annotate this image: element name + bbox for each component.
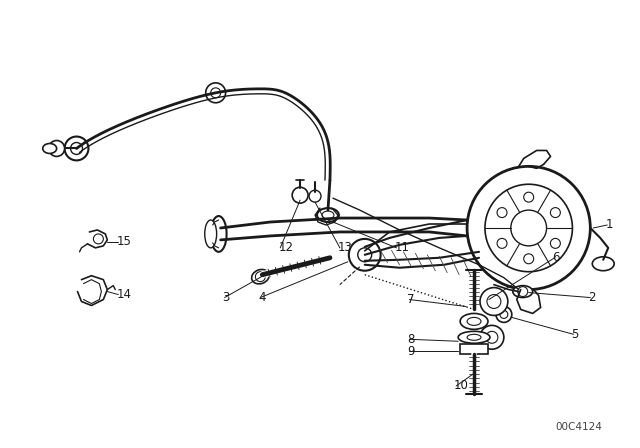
Text: 7: 7 [408,293,415,306]
Text: 10: 10 [454,379,469,392]
Text: 12: 12 [278,241,293,254]
Text: 14: 14 [116,288,131,301]
Text: 6: 6 [552,251,560,264]
Ellipse shape [513,286,532,297]
Text: 00C4124: 00C4124 [555,422,602,432]
Ellipse shape [460,314,488,329]
Ellipse shape [467,318,481,325]
Circle shape [518,287,528,297]
Circle shape [480,325,504,349]
Text: 5: 5 [572,328,579,341]
Circle shape [255,271,266,282]
Text: 8: 8 [408,333,415,346]
Ellipse shape [458,332,490,343]
Ellipse shape [317,208,339,222]
Text: 2: 2 [588,291,596,304]
Circle shape [70,142,83,155]
Circle shape [65,137,88,160]
Circle shape [349,239,381,271]
Text: 11: 11 [394,241,410,254]
Ellipse shape [252,269,269,284]
Ellipse shape [322,211,334,219]
FancyBboxPatch shape [460,344,488,354]
Ellipse shape [205,220,217,248]
Text: 3: 3 [223,291,230,304]
Text: 13: 13 [338,241,353,254]
Ellipse shape [592,257,614,271]
Text: 15: 15 [116,235,131,248]
Circle shape [309,190,321,202]
Circle shape [292,187,308,203]
Text: 4: 4 [259,291,266,304]
Text: 1: 1 [605,219,612,232]
Ellipse shape [211,216,227,252]
Circle shape [480,288,508,315]
Circle shape [49,141,65,156]
Circle shape [496,306,512,323]
Ellipse shape [43,143,57,154]
Circle shape [205,83,225,103]
Text: 9: 9 [408,345,415,358]
